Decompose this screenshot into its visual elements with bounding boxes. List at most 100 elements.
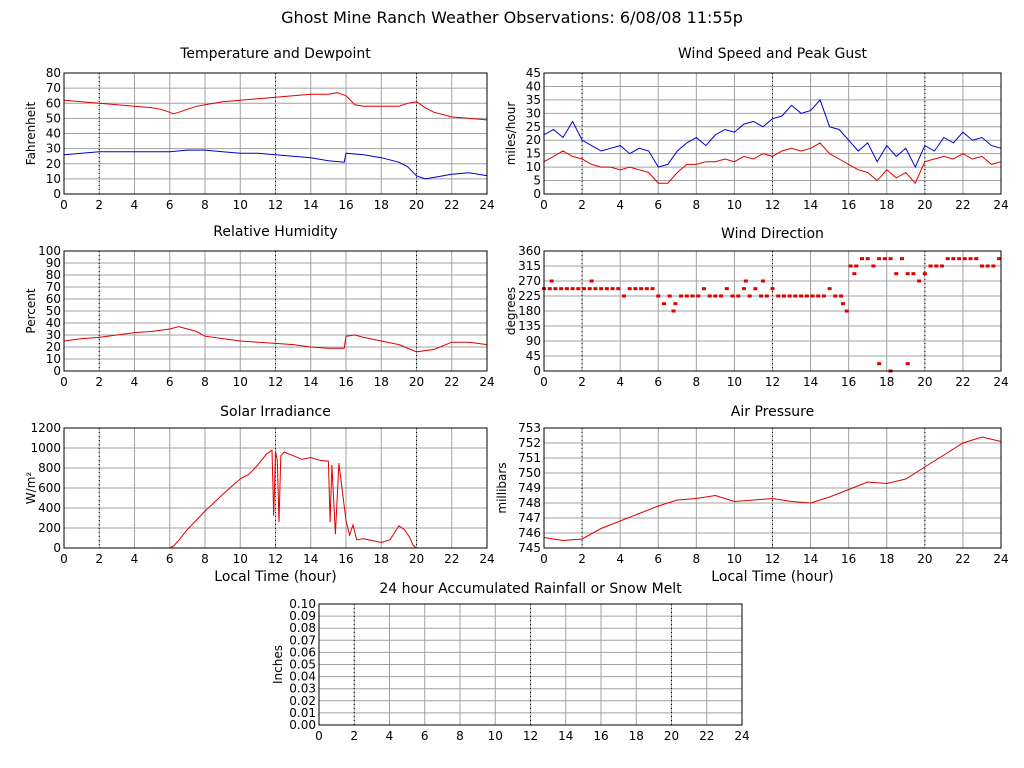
rain-xtick-label: 6 — [421, 729, 429, 743]
rh-xtick-label: 22 — [444, 375, 459, 389]
temp-xtick-label: 12 — [268, 198, 283, 212]
rh-xtick-label: 10 — [233, 375, 248, 389]
temp-series-red-line — [63, 92, 488, 121]
rain-xtick-label: 24 — [734, 729, 749, 743]
temp-xtick-label: 6 — [166, 198, 174, 212]
wdir-ytick-label: 225 — [518, 289, 541, 303]
rain-ytick-label: 0.04 — [289, 670, 316, 684]
temp-xtick-label: 0 — [60, 198, 68, 212]
rh-xtick-label: 20 — [409, 375, 424, 389]
wdir-point — [833, 294, 838, 298]
wind-xtick-label: 14 — [803, 198, 818, 212]
wdir-point — [985, 264, 990, 268]
rain-ylabel: Inches — [271, 645, 285, 684]
wind-xtick-label: 20 — [917, 198, 932, 212]
wdir-ytick-label: 270 — [518, 274, 541, 288]
pressure-xtick-label: 22 — [955, 552, 970, 566]
wdir-xtick-label: 4 — [616, 375, 624, 389]
wdir-ytick-label: 45 — [526, 349, 541, 363]
solar-ytick-label: 0 — [53, 541, 61, 555]
wdir-point — [945, 257, 950, 261]
pressure-xtick-label: 16 — [841, 552, 856, 566]
rain-ytick-label: 0.06 — [289, 645, 316, 659]
solar-xtick-label: 16 — [338, 552, 353, 566]
wdir-xtick-label: 14 — [803, 375, 818, 389]
wdir-point — [882, 257, 887, 261]
wdir-point — [793, 294, 798, 298]
rain-xtick-label: 22 — [699, 729, 714, 743]
wdir-point — [888, 257, 893, 261]
wdir-point — [787, 294, 792, 298]
wdir-point — [671, 309, 676, 313]
wdir-point — [719, 294, 724, 298]
pressure-title: Air Pressure — [731, 404, 814, 420]
solar-xtick-label: 18 — [374, 552, 389, 566]
wdir-point — [816, 294, 821, 298]
solar-ytick-label: 600 — [38, 481, 61, 495]
wind-ytick-label: 5 — [533, 174, 541, 188]
rh-xtick-label: 24 — [479, 375, 494, 389]
solar-ytick-label: 200 — [38, 521, 61, 535]
wdir-point — [599, 287, 604, 291]
wind-series-red-line — [543, 142, 1002, 185]
wind-ytick-label: 40 — [526, 79, 541, 93]
wdir-point — [979, 264, 984, 268]
wdir-ylabel: degrees — [504, 287, 518, 335]
wdir-xtick-label: 2 — [578, 375, 586, 389]
pressure-xlabel: Local Time (hour) — [711, 569, 833, 585]
wdir-point — [781, 294, 786, 298]
rh-ytick-label: 40 — [46, 316, 61, 330]
pressure-xtick-label: 18 — [879, 552, 894, 566]
wind-ytick-label: 10 — [526, 160, 541, 174]
wdir-xtick-label: 12 — [765, 375, 780, 389]
wdir-point — [656, 294, 661, 298]
wdir-point — [854, 264, 859, 268]
wdir-point — [747, 294, 752, 298]
rh-xtick-label: 16 — [338, 375, 353, 389]
wind-xtick-label: 2 — [578, 198, 586, 212]
wdir-xtick-label: 0 — [540, 375, 548, 389]
wind-ytick-label: 35 — [526, 93, 541, 107]
pressure-ytick-label: 751 — [518, 451, 541, 465]
temp-ytick-label: 50 — [46, 111, 61, 125]
rain-ytick-label: 0.03 — [289, 682, 316, 696]
rain-xtick-label: 14 — [558, 729, 573, 743]
wdir-point — [610, 287, 615, 291]
wdir-ytick-label: 315 — [518, 259, 541, 273]
wdir-point — [770, 287, 775, 291]
temp-xtick-label: 8 — [201, 198, 209, 212]
rh-xtick-label: 2 — [95, 375, 103, 389]
wdir-point — [707, 294, 712, 298]
wind-chart: Wind Speed and Peak Gust0510152025303540… — [504, 46, 1009, 212]
wdir-point — [661, 302, 666, 306]
wdir-point — [844, 309, 849, 313]
wdir-point — [547, 287, 552, 291]
wdir-point — [760, 279, 765, 283]
wdir-point — [627, 287, 632, 291]
rain-ytick-label: 0.10 — [289, 597, 316, 611]
wdir-point — [570, 287, 575, 291]
wdir-point — [957, 257, 962, 261]
wdir-point — [741, 287, 746, 291]
rain-ytick-label: 0.08 — [289, 621, 316, 635]
wdir-point — [549, 279, 554, 283]
rh-ytick-label: 30 — [46, 328, 61, 342]
temp-xtick-label: 24 — [479, 198, 494, 212]
rain-xtick-label: 20 — [664, 729, 679, 743]
wdir-point — [991, 264, 996, 268]
solar-xtick-label: 12 — [268, 552, 283, 566]
rain-frame — [318, 603, 743, 726]
temp-xtick-label: 4 — [131, 198, 139, 212]
wdir-point — [934, 264, 939, 268]
wdir-point — [804, 294, 809, 298]
wdir-point — [894, 272, 899, 276]
rain-xtick-label: 16 — [593, 729, 608, 743]
page-title: Ghost Mine Ranch Weather Observations: 6… — [281, 8, 743, 27]
wdir-point — [877, 362, 882, 366]
wdir-point — [840, 302, 845, 306]
wdir-ytick-label: 135 — [518, 319, 541, 333]
temp-ylabel: Fahrenheit — [24, 101, 38, 165]
pressure-xtick-label: 24 — [993, 552, 1008, 566]
wdir-point — [899, 257, 904, 261]
wind-xtick-label: 16 — [841, 198, 856, 212]
